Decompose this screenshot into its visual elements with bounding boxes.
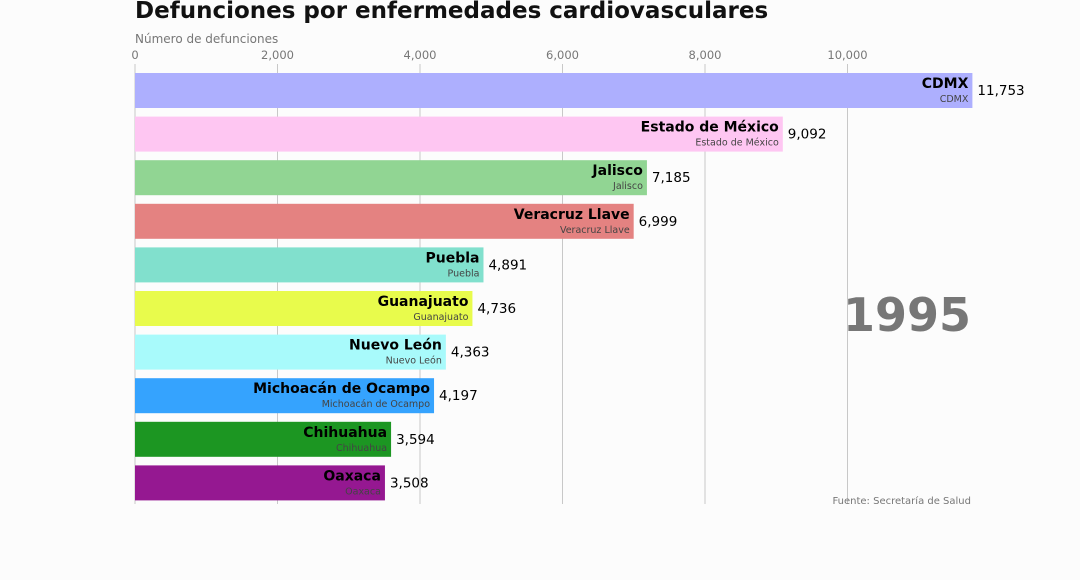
bar — [135, 465, 385, 501]
chart-title: Defunciones por enfermedades cardiovascu… — [135, 0, 768, 24]
bars: CDMX CDMX 11,753 Estado de México Estado de … — [135, 73, 1025, 501]
bar-value-label: 4,891 — [488, 257, 527, 273]
bar-category-label: CDMX — [922, 76, 969, 92]
bar — [135, 73, 973, 108]
bar-sublabel: Nuevo León — [386, 356, 442, 367]
bar-category-label: Estado de México — [641, 120, 779, 136]
bar-value-label: 3,508 — [390, 475, 429, 491]
bar-category-label: Nuevo León — [349, 338, 442, 354]
bar-sublabel: Veracruz Llave — [560, 225, 630, 236]
bar — [135, 247, 484, 283]
bar-value-label: 4,363 — [451, 345, 490, 361]
bar-category-label: Jalisco — [591, 163, 643, 179]
bar-category-label: Veracruz Llave — [514, 207, 630, 223]
bar-sublabel: Chihuahua — [336, 443, 387, 454]
bar — [135, 378, 435, 414]
source-note: Fuente: Secretaría de Salud — [832, 495, 971, 507]
bar-sublabel: Jalisco — [612, 181, 643, 192]
x-axis-label: Número de defunciones — [135, 32, 278, 46]
x-tick-label: 10,000 — [827, 48, 867, 62]
bar-value-label: 4,197 — [439, 388, 478, 404]
bar-category-label: Puebla — [425, 250, 479, 266]
bar-sublabel: Oaxaca — [345, 486, 381, 497]
bar-sublabel: Michoacán de Ocampo — [322, 399, 431, 410]
bar-value-label: 9,092 — [788, 127, 827, 143]
bar — [135, 160, 647, 196]
bar-category-label: Michoacán de Ocampo — [253, 381, 430, 397]
bar-category-label: Guanajuato — [378, 294, 469, 310]
bar — [135, 421, 392, 457]
x-tick-label: 8,000 — [689, 48, 722, 62]
bar-sublabel: Puebla — [448, 268, 480, 279]
bar-sublabel: Estado de México — [695, 138, 779, 149]
x-tick-label: 0 — [131, 48, 138, 62]
bar — [135, 291, 473, 326]
x-tick-labels: 0 2,000 4,000 6,000 8,000 10,000 — [131, 48, 867, 62]
bar — [135, 334, 446, 370]
bar-value-label: 11,753 — [977, 83, 1024, 99]
bar-value-label: 6,999 — [639, 214, 678, 230]
bar-value-label: 4,736 — [477, 301, 516, 317]
bar-sublabel: Guanajuato — [413, 312, 468, 323]
x-tick-label: 4,000 — [404, 48, 437, 62]
bar-value-label: 7,185 — [652, 170, 691, 186]
bar-sublabel: CDMX — [940, 94, 969, 105]
x-tick-label: 6,000 — [546, 48, 579, 62]
x-tick-label: 2,000 — [261, 48, 294, 62]
bar — [135, 203, 634, 239]
bar-category-label: Oaxaca — [323, 468, 381, 484]
bar-value-label: 3,594 — [396, 432, 435, 448]
bar — [135, 116, 783, 152]
period-label: 1995 — [843, 288, 971, 342]
bar-category-label: Chihuahua — [303, 425, 387, 441]
